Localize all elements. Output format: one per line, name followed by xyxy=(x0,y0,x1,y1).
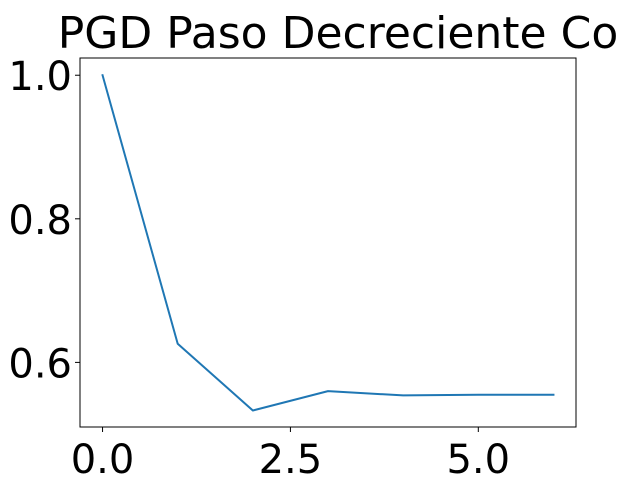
axes-frame xyxy=(79,57,577,428)
y-axis: 0.6 0.8 1.0 xyxy=(8,54,80,387)
chart-title: PGD Paso Decreciente Co xyxy=(58,8,619,59)
x-axis: 0.0 2.5 5.0 xyxy=(71,427,510,480)
x-tick-label: 5.0 xyxy=(446,437,510,480)
x-tick-label: 2.5 xyxy=(259,437,323,480)
x-tick-label: 0.0 xyxy=(71,437,135,480)
y-tick-label: 0.6 xyxy=(8,341,72,387)
series-line-0 xyxy=(101,73,555,412)
y-tick-label: 1.0 xyxy=(8,54,72,100)
y-tick-label: 0.8 xyxy=(8,198,72,244)
plot-area xyxy=(101,73,555,412)
